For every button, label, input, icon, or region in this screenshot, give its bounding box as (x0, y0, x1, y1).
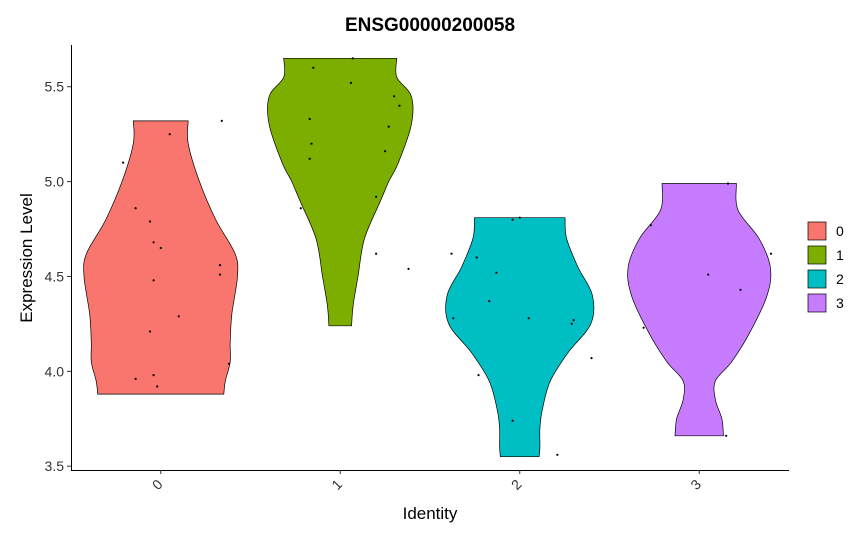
point-1-6 (310, 142, 313, 145)
point-0-7 (218, 264, 222, 267)
y-axis-ticks: 3.5 4.0 4.5 5.0 5.5 (45, 79, 71, 474)
point-0-10 (177, 315, 180, 318)
point-2-7 (570, 322, 573, 325)
y-tick-label: 5.0 (45, 174, 65, 190)
legend-key-3 (807, 293, 827, 313)
y-axis-title: Expression Level (17, 193, 36, 322)
point-1-12 (375, 252, 378, 255)
point-1-1 (351, 57, 354, 60)
violin-0 (83, 120, 239, 395)
point-0-14 (152, 374, 155, 377)
violin-2 (445, 217, 595, 458)
point-2-4 (452, 317, 455, 320)
point-2-13 (556, 453, 559, 456)
point-0-0 (122, 161, 125, 164)
legend-label-3: 3 (836, 295, 844, 311)
point-0-8 (218, 273, 222, 276)
point-1-9 (308, 157, 311, 160)
point-0-11 (148, 330, 152, 333)
point-1-5 (398, 104, 401, 107)
point-1-0 (312, 66, 315, 69)
point-3-1 (726, 182, 730, 185)
point-2-6 (572, 319, 575, 322)
point-0-6 (159, 246, 162, 250)
x-tick-label: 0 (149, 476, 166, 493)
y-tick-label: 3.5 (45, 458, 65, 474)
x-axis-title: Identity (403, 504, 458, 523)
point-2-0 (450, 252, 453, 255)
jitter-points-layer (122, 57, 773, 456)
point-0-2 (168, 133, 171, 136)
point-2-10 (511, 218, 514, 221)
y-tick-label: 4.0 (45, 363, 65, 379)
point-3-0 (649, 224, 652, 227)
point-2-2 (495, 271, 498, 274)
violin-1 (267, 57, 414, 327)
point-0-13 (134, 377, 137, 380)
legend-key-1 (807, 245, 827, 265)
violins-layer (83, 57, 772, 458)
legend-key-2 (807, 269, 827, 289)
chart-title: ENSG00000200058 (345, 15, 515, 36)
legend-label-2: 2 (836, 271, 844, 287)
point-0-12 (227, 362, 231, 365)
point-3-6 (725, 434, 728, 437)
point-0-1 (134, 207, 137, 210)
point-0-9 (152, 279, 155, 282)
point-1-7 (387, 125, 390, 128)
x-tick-label: 1 (328, 476, 345, 493)
point-2-12 (511, 419, 514, 422)
point-3-4 (739, 288, 742, 291)
point-0-5 (152, 241, 155, 244)
point-3-5 (642, 326, 645, 329)
point-1-4 (393, 95, 396, 98)
point-0-4 (148, 220, 152, 223)
legend-label-1: 1 (836, 247, 844, 263)
point-2-8 (590, 357, 593, 360)
point-1-2 (308, 117, 311, 121)
point-1-3 (349, 81, 353, 84)
violin-3 (627, 183, 772, 437)
point-2-3 (488, 300, 491, 303)
point-1-11 (299, 207, 302, 210)
point-2-1 (475, 256, 478, 259)
point-0-3 (220, 119, 223, 122)
point-3-2 (769, 252, 773, 255)
y-tick-label: 4.5 (45, 268, 65, 284)
point-2-9 (477, 374, 480, 377)
point-0-15 (156, 385, 159, 388)
point-2-11 (518, 216, 521, 219)
point-1-13 (407, 267, 410, 270)
x-axis-ticks: 0 1 2 3 (149, 470, 704, 493)
x-tick-label: 2 (508, 476, 525, 493)
point-1-10 (375, 195, 378, 198)
point-1-8 (384, 150, 387, 153)
y-tick-label: 5.5 (45, 79, 65, 95)
legend: 0 1 2 3 (807, 221, 844, 313)
legend-label-0: 0 (836, 223, 844, 239)
legend-key-0 (807, 221, 827, 241)
point-2-5 (527, 317, 530, 320)
x-tick-label: 3 (687, 476, 704, 493)
point-3-3 (707, 273, 710, 276)
